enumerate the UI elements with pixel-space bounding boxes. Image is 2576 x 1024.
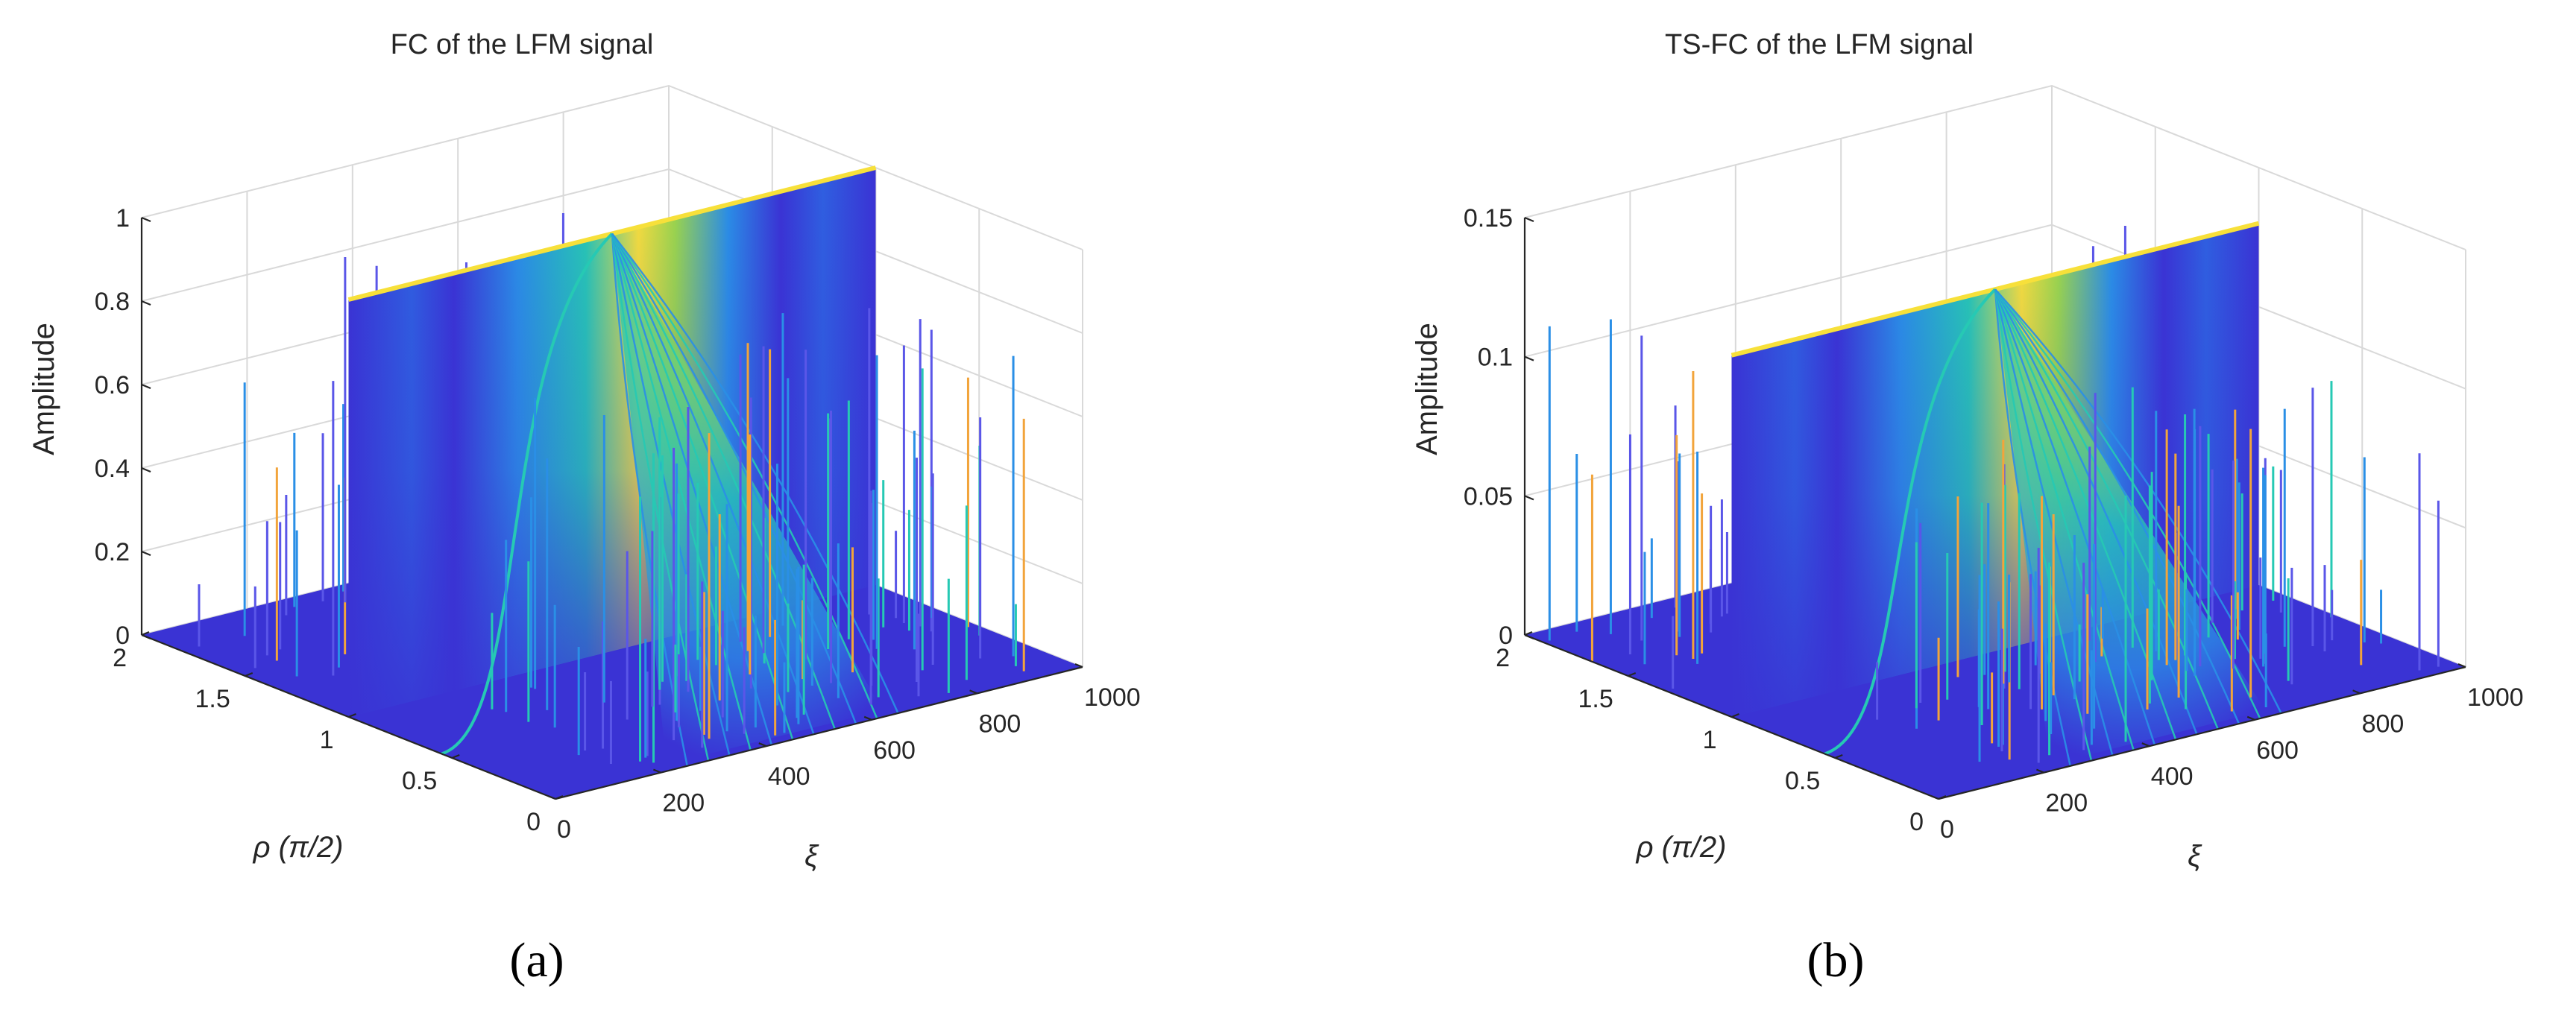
x-tick-mark — [2352, 689, 2361, 695]
y-tick-label: 0 — [526, 808, 541, 836]
y-tick-mark — [451, 753, 460, 759]
x-tick-mark — [2246, 715, 2255, 721]
z-tick-label: 1 — [116, 204, 130, 233]
x-tick-mark — [969, 689, 978, 695]
z-tick-label: 0.2 — [95, 538, 130, 566]
x-tick-mark — [1930, 794, 1939, 800]
y-tick-mark — [555, 794, 564, 800]
x-tick-label: 600 — [2256, 736, 2299, 765]
z-tick-label: 0.15 — [1464, 204, 1513, 233]
x-tick-mark — [547, 794, 556, 800]
x-tick-mark — [2141, 742, 2150, 748]
y-tick-mark — [1628, 671, 1637, 677]
bell-curve — [1824, 288, 1997, 756]
z-tick-mark — [141, 300, 151, 306]
fan-curve — [611, 233, 815, 735]
z-axis-label: Amplitude — [1411, 323, 1443, 455]
z-tick-label: 0 — [116, 622, 130, 650]
y-axis-label: ρ (π/2) — [253, 831, 344, 864]
fan-curve — [1994, 288, 2219, 730]
x-tick-mark — [2457, 663, 2466, 669]
x-tick-label: 400 — [768, 762, 810, 791]
fan-curve — [611, 233, 899, 714]
y-tick-label: 2 — [1496, 644, 1510, 672]
z-tick-mark — [141, 383, 151, 390]
x-tick-mark — [758, 742, 767, 748]
y-tick-mark — [1524, 630, 1533, 636]
x-axis-line — [555, 666, 1083, 800]
panel-b: 00.050.10.1500.511.5202004006008001000Am… — [1411, 29, 2524, 987]
z-tick-mark — [1524, 355, 1534, 361]
chart-title: TS-FC of the LFM signal — [1665, 29, 1974, 60]
fan-curve — [1994, 288, 2198, 735]
fan-curve — [1994, 288, 2156, 745]
x-tick-label: 600 — [873, 736, 916, 765]
x-tick-mark — [2035, 768, 2044, 774]
x-axis-label: ξ — [2188, 840, 2202, 873]
z-tick-mark — [1524, 633, 1534, 640]
x-tick-label: 400 — [2151, 762, 2194, 791]
z-tick-label: 0 — [1499, 622, 1513, 650]
fan-curve — [611, 233, 794, 740]
z-tick-mark — [1524, 495, 1534, 501]
chart-title: FC of the LFM signal — [391, 29, 654, 60]
z-tick-label: 0.8 — [95, 288, 130, 316]
fan-curve — [611, 233, 773, 745]
z-tick-mark — [141, 216, 151, 223]
z-tick-mark — [141, 467, 151, 473]
x-axis-label: ξ — [804, 840, 819, 873]
fan-curve — [1994, 288, 2261, 719]
z-tick-mark — [1524, 216, 1534, 223]
y-tick-label: 0.5 — [402, 767, 437, 795]
x-tick-label: 800 — [2362, 709, 2405, 738]
fan-surface — [1995, 289, 2266, 765]
z-tick-mark — [141, 550, 151, 557]
x-tick-label: 200 — [2045, 789, 2088, 818]
x-tick-label: 200 — [662, 789, 705, 818]
fan-curve — [1994, 288, 2240, 724]
z-axis-label: Amplitude — [28, 323, 60, 455]
y-tick-label: 1.5 — [1578, 685, 1613, 713]
y-tick-mark — [1834, 753, 1843, 759]
x-tick-mark — [652, 768, 661, 774]
panel-caption: (a) — [509, 933, 564, 987]
x-tick-label: 0 — [557, 815, 571, 844]
x-tick-mark — [1074, 663, 1083, 669]
x-tick-label: 0 — [1940, 815, 1954, 844]
y-axis-label: ρ (π/2) — [1636, 831, 1727, 864]
z-tick-mark — [141, 633, 151, 640]
y-tick-label: 1 — [320, 726, 334, 754]
panel-a: 00.20.40.60.8100.511.5202004006008001000… — [28, 29, 1141, 987]
y-tick-mark — [1938, 794, 1947, 800]
fan-curve — [611, 233, 878, 719]
y-tick-label: 1.5 — [195, 685, 230, 713]
z-tick-label: 0.05 — [1464, 482, 1513, 511]
z-tick-label: 0.4 — [95, 455, 130, 483]
y-tick-label: 0.5 — [1785, 767, 1820, 795]
panel-caption: (b) — [1807, 933, 1865, 987]
x-tick-label: 1000 — [1084, 683, 1141, 712]
y-tick-label: 1 — [1703, 726, 1717, 754]
fan-curve — [1994, 288, 2135, 750]
bell-curve — [441, 233, 614, 756]
x-tick-label: 800 — [979, 709, 1021, 738]
y-tick-mark — [1731, 712, 1739, 718]
fan-curve — [611, 233, 710, 761]
y-tick-label: 0 — [1909, 808, 1924, 836]
x-tick-label: 1000 — [2467, 683, 2524, 712]
x-axis-line — [1938, 666, 2466, 800]
z-tick-label: 0.1 — [1478, 344, 1513, 372]
y-tick-mark — [245, 671, 253, 677]
x-tick-mark — [863, 715, 872, 721]
y-tick-label: 2 — [113, 644, 127, 672]
z-tick-label: 0.6 — [95, 371, 130, 399]
y-tick-mark — [348, 712, 356, 718]
fan-curve — [611, 233, 688, 766]
y-tick-mark — [141, 630, 150, 636]
